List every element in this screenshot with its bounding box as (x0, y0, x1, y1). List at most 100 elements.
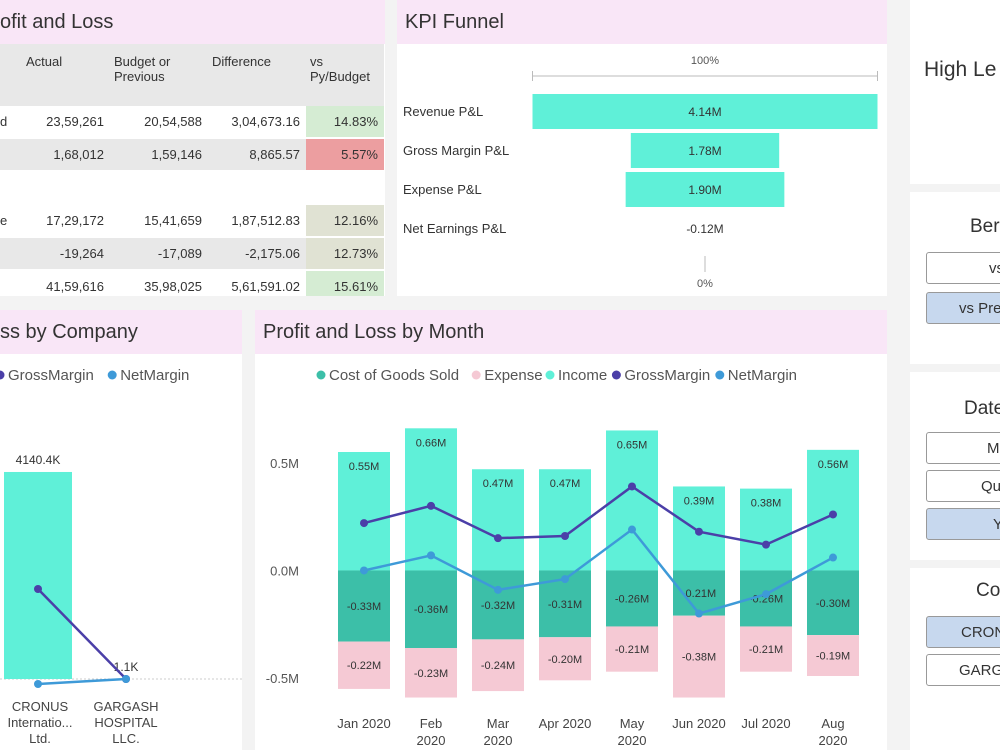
grossmargin-point[interactable] (695, 527, 703, 536)
table-row[interactable]: 1,68,012 1,59,146 8,865.57 5.57% (0, 138, 384, 172)
x-tick-label: Feb (420, 716, 442, 731)
income-bar[interactable] (472, 469, 524, 571)
slicer-button[interactable]: vs Pre (926, 292, 1000, 324)
table-row[interactable]: d 23,59,261 20,54,588 3,04,673.16 14.83% (0, 106, 384, 139)
expense-bar[interactable] (606, 626, 658, 672)
funnel-bar[interactable] (630, 133, 780, 168)
table-cell-diff: 3,04,673.16 (208, 106, 306, 139)
expense-bar[interactable] (338, 641, 390, 689)
column-header-label (0, 44, 22, 106)
expense-data-label: -0.21M (749, 644, 783, 656)
x-tick-label: Apr 2020 (539, 716, 592, 731)
table-cell-diff: 5,61,591.02 (208, 270, 306, 296)
table-row[interactable]: 41,59,616 35,98,025 5,61,591.02 15.61% (0, 270, 384, 296)
table-row[interactable] (0, 171, 384, 205)
expense-bar[interactable] (807, 635, 859, 676)
netmargin-point[interactable] (762, 590, 770, 599)
grossmargin-point[interactable] (34, 585, 42, 593)
expense-data-label: -0.22M (347, 660, 381, 672)
x-tick-label: 2020 (618, 733, 647, 748)
table-row[interactable]: e 17,29,172 15,41,659 1,87,512.83 12.16% (0, 204, 384, 238)
x-tick-label: 2020 (819, 733, 848, 748)
grossmargin-line (37, 588, 127, 680)
table-cell-diff (208, 171, 306, 205)
cogs-bar[interactable] (606, 570, 658, 627)
cogs-bar[interactable] (807, 570, 859, 636)
netmargin-point[interactable] (561, 575, 569, 584)
column-header-difference[interactable]: Difference (208, 44, 306, 106)
expense-bar[interactable] (472, 639, 524, 692)
legend-label[interactable]: Cost of Goods Sold (329, 367, 459, 384)
cogs-data-label: -0.21M (682, 588, 716, 600)
grossmargin-point[interactable] (628, 482, 636, 491)
table-cell-actual: 17,29,172 (22, 204, 110, 238)
netmargin-point[interactable] (494, 585, 502, 594)
category-tick-label: HOSPITAL (94, 715, 157, 730)
funnel-bar[interactable] (625, 172, 785, 207)
column-header-actual[interactable]: Actual (22, 44, 110, 106)
income-data-label: 0.66M (416, 437, 447, 449)
date-slicer: Date Mon Quar Yea (910, 372, 1000, 560)
income-bar[interactable] (807, 449, 859, 571)
funnel-bar[interactable] (532, 94, 878, 129)
grossmargin-point[interactable] (829, 510, 837, 519)
expense-bar[interactable] (539, 637, 591, 681)
table-cell-diff: 1,87,512.83 (208, 204, 306, 238)
netmargin-point[interactable] (829, 553, 837, 562)
table-row[interactable]: -19,264 -17,089 -2,175.06 12.73% (0, 237, 384, 271)
table-cell-budget: 20,54,588 (110, 106, 208, 139)
income-bar[interactable] (740, 488, 792, 571)
column-header-budget[interactable]: Budget or Previous (110, 44, 208, 106)
slicer-button[interactable]: CRONU (926, 616, 1000, 648)
expense-bar[interactable] (673, 615, 725, 698)
legend-label[interactable]: Expense (484, 367, 542, 384)
netmargin-point[interactable] (360, 566, 368, 575)
grossmargin-point[interactable] (494, 534, 502, 543)
netmargin-point[interactable] (34, 680, 42, 688)
table-cell-diff: 8,865.57 (208, 138, 306, 172)
cogs-bar[interactable] (405, 570, 457, 648)
cogs-bar[interactable] (338, 570, 390, 642)
legend-label[interactable]: NetMargin (120, 367, 189, 384)
expense-bar[interactable] (740, 626, 792, 672)
table-cell-budget (110, 171, 208, 205)
income-bar[interactable] (338, 452, 390, 571)
company-chart: GrossMargin NetMargin 4140.4K 1.1K CRONUSInt… (0, 367, 242, 746)
expense-bar[interactable] (405, 648, 457, 698)
legend-marker (611, 370, 621, 380)
expense-data-label: -0.23M (414, 668, 448, 680)
income-bar[interactable] (539, 469, 591, 571)
legend-label[interactable]: GrossMargin (624, 367, 710, 384)
netmargin-point[interactable] (122, 675, 130, 683)
legend-label[interactable]: NetMargin (728, 367, 797, 384)
slicer-button[interactable]: Yea (926, 508, 1000, 540)
netmargin-point[interactable] (695, 609, 703, 618)
legend-label[interactable]: Income (558, 367, 607, 384)
netmargin-point[interactable] (427, 551, 435, 560)
table-cell-pct: 5.57% (306, 138, 384, 172)
slicer-button[interactable]: GARGA (926, 654, 1000, 686)
table-cell-label: d (0, 106, 22, 139)
slicer-button[interactable]: vs (926, 252, 1000, 284)
table-cell-budget: -17,089 (110, 237, 208, 271)
column-header-vs-budget[interactable]: vs Py/Budget (306, 44, 384, 106)
table-cell-actual: -19,264 (22, 237, 110, 271)
slicer-button[interactable]: Mon (926, 432, 1000, 464)
table-cell-label (0, 171, 22, 205)
grossmargin-point[interactable] (561, 532, 569, 540)
grossmargin-point[interactable] (762, 540, 770, 549)
income-bar[interactable] (405, 428, 457, 571)
table-cell-diff: -2,175.06 (208, 237, 306, 271)
cogs-data-label: -0.31M (548, 599, 582, 611)
legend-label[interactable]: GrossMargin (8, 367, 94, 384)
grossmargin-point[interactable] (360, 519, 368, 528)
netmargin-point[interactable] (628, 525, 636, 534)
company-bar[interactable] (4, 471, 72, 679)
grossmargin-line (363, 484, 834, 546)
grossmargin-point[interactable] (427, 501, 435, 510)
panel-title: ss by Company (0, 310, 242, 354)
expense-data-label: -0.20M (548, 654, 582, 666)
slicer-button[interactable]: Quar (926, 470, 1000, 502)
table-cell-actual: 1,68,012 (22, 138, 110, 172)
table-cell-label: e (0, 204, 22, 238)
